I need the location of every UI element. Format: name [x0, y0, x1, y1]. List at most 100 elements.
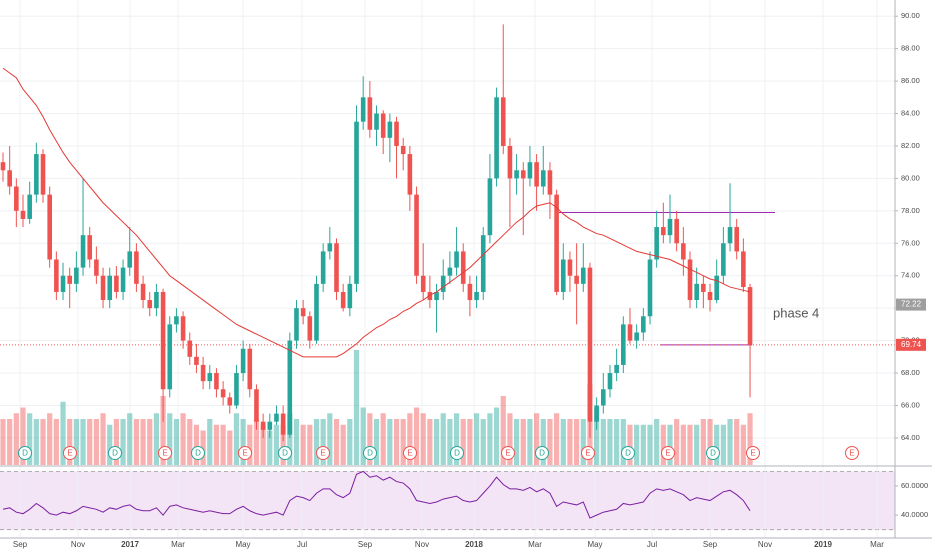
volume-bar — [373, 419, 380, 465]
volume-bar — [513, 419, 520, 465]
candle-body — [127, 251, 133, 268]
candle-body — [467, 283, 473, 301]
candle-body — [314, 283, 319, 341]
y-tick-label: 90.00 — [901, 11, 920, 20]
candle-body — [614, 364, 619, 374]
candle-body — [234, 373, 239, 406]
candle-body — [654, 227, 659, 260]
candle-body — [701, 283, 706, 292]
volume-bar — [160, 396, 166, 465]
x-tick-label: May — [235, 540, 250, 549]
event-marker — [158, 446, 172, 460]
y-tick-label: 82.00 — [901, 141, 920, 150]
candle-body — [474, 291, 479, 301]
candle-body — [100, 275, 106, 301]
volume-bar — [7, 419, 13, 465]
candle-body — [67, 275, 72, 284]
volume-bar — [233, 413, 240, 465]
candle-body — [440, 275, 446, 292]
volume-bar — [107, 424, 113, 465]
volume-bar — [127, 413, 133, 465]
volume-bar — [614, 419, 620, 465]
volume-bar — [333, 419, 340, 465]
event-label: E — [750, 449, 755, 458]
volume-bar — [300, 424, 306, 465]
event-marker — [501, 446, 515, 460]
volume-bar — [207, 419, 213, 465]
x-tick-label: May — [587, 540, 602, 549]
volume-bar — [674, 419, 680, 465]
event-label: D — [625, 449, 631, 458]
candle-body — [554, 194, 559, 292]
volume-bar — [73, 419, 79, 465]
volume-bar — [240, 419, 246, 465]
candle-body — [154, 291, 159, 309]
volume-bar — [267, 430, 273, 465]
candle-body — [134, 251, 139, 284]
candle-body — [187, 340, 193, 357]
candle-body — [627, 324, 633, 341]
x-tick-label: Mar — [528, 540, 542, 549]
candle-body — [47, 194, 52, 260]
candle-body — [647, 259, 653, 317]
event-marker — [621, 446, 635, 460]
candle-body — [394, 121, 399, 146]
y-tick-label: 80.00 — [901, 173, 920, 182]
candle-body — [734, 227, 739, 252]
volume-bar — [734, 419, 740, 465]
volume-bar — [607, 419, 613, 465]
candle-body — [674, 218, 679, 244]
candle-body — [87, 235, 93, 260]
volume-bar — [280, 424, 286, 465]
event-label: E — [849, 449, 854, 458]
volume-bar — [647, 424, 653, 465]
candle-body — [307, 316, 313, 341]
candle-body — [727, 227, 733, 244]
candle-body — [294, 308, 299, 341]
candle-body — [547, 170, 553, 195]
event-marker — [63, 446, 77, 460]
volume-bar — [567, 419, 573, 465]
event-label: E — [67, 449, 72, 458]
volume-bar — [487, 413, 493, 465]
event-label: E — [505, 449, 510, 458]
volume-bar — [554, 413, 560, 465]
volume-bar — [480, 419, 486, 465]
volume-bar — [627, 424, 633, 465]
candle-body — [741, 251, 746, 288]
volume-bar — [493, 407, 500, 465]
candle-body — [340, 291, 346, 309]
candle-body — [594, 405, 599, 422]
candle-body — [360, 97, 366, 122]
volume-bar — [347, 419, 353, 465]
event-label: D — [112, 449, 118, 458]
candle-body — [114, 275, 119, 292]
volume-bar — [60, 401, 66, 465]
candle-body — [707, 291, 713, 301]
event-marker — [18, 446, 32, 460]
volume-bar — [367, 413, 373, 465]
candle-body — [527, 162, 533, 179]
candle-body — [354, 121, 359, 284]
candle-body — [747, 287, 753, 345]
volume-bar — [167, 413, 173, 465]
candle-body — [220, 389, 226, 398]
volume-bar — [320, 419, 326, 465]
volume-bar — [213, 424, 220, 465]
volume-bar — [747, 413, 753, 465]
candle-body — [174, 316, 179, 325]
candle-body — [407, 154, 413, 195]
candle-body — [94, 259, 99, 276]
volume-bar — [153, 413, 160, 465]
volume-bar — [640, 424, 646, 465]
candle-body — [7, 170, 12, 187]
event-label: D — [22, 449, 28, 458]
volume-bar — [313, 419, 320, 465]
x-tick-label: Mar — [171, 540, 185, 549]
candle-body — [607, 373, 613, 390]
candle-body — [454, 251, 459, 268]
candle-body — [54, 259, 59, 292]
candle-body — [20, 210, 26, 219]
volume-bar — [620, 419, 626, 465]
candle-body — [287, 340, 293, 435]
